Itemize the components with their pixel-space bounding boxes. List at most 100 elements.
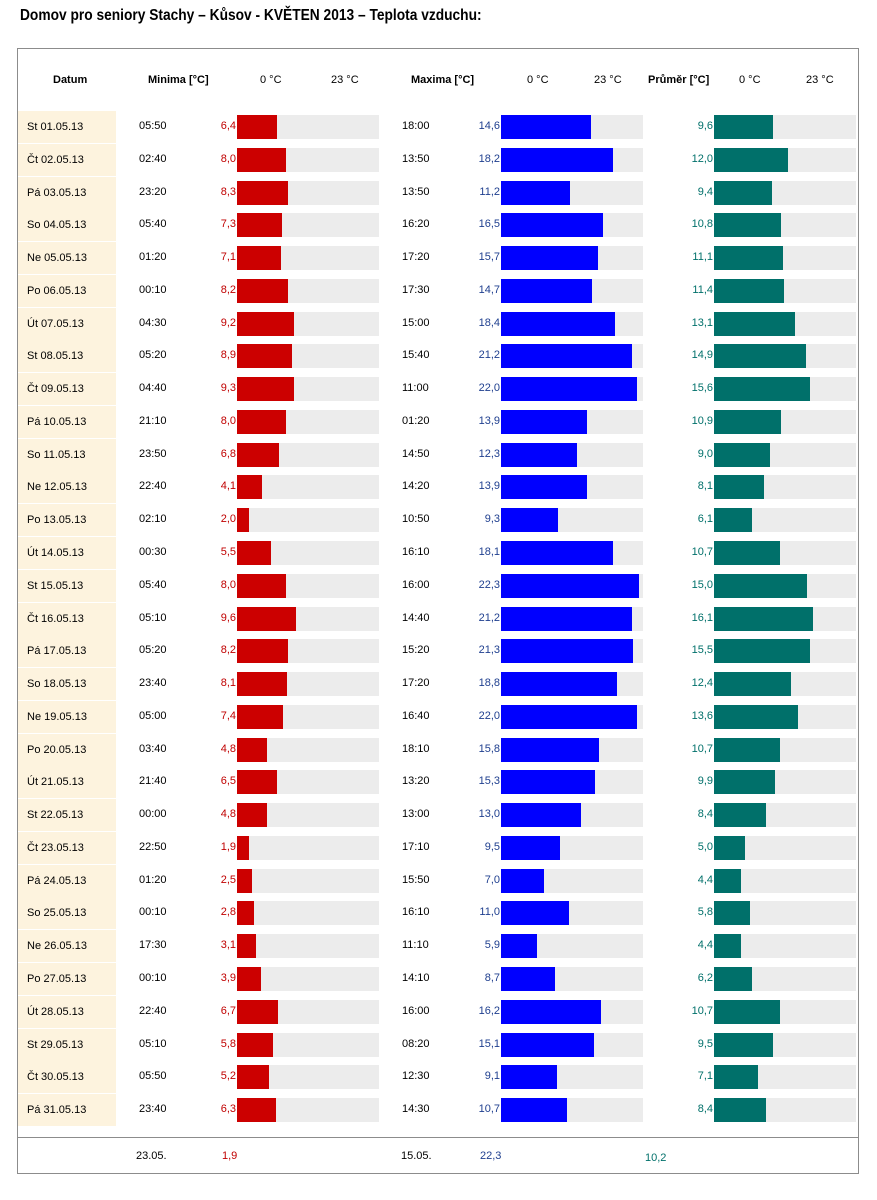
chart-frame	[17, 48, 859, 1174]
min-time: 23:40	[139, 677, 167, 689]
avg-value-label: 15,5	[691, 644, 713, 656]
avg-value-label: 9,4	[697, 186, 713, 198]
max-value-label: 15,3	[478, 775, 500, 787]
avg-value-label: 14,9	[691, 349, 713, 361]
min-value-label: 9,3	[220, 382, 236, 394]
min-bar-track	[237, 869, 379, 893]
max-time: 08:20	[402, 1038, 430, 1050]
date-cell: Čt 23.05.13	[18, 832, 116, 864]
min-time: 05:20	[139, 349, 167, 361]
max-value-label: 13,9	[478, 480, 500, 492]
max-time: 12:30	[402, 1070, 430, 1082]
max-value-label: 7,0	[484, 874, 500, 886]
date-cell: Ne 05.05.13	[18, 242, 116, 274]
min-time: 00:10	[139, 906, 167, 918]
max-value-label: 8,7	[484, 972, 500, 984]
min-bar	[237, 1033, 273, 1057]
max-bar	[501, 508, 558, 532]
date-cell: Ne 26.05.13	[18, 930, 116, 962]
min-bar	[237, 279, 288, 303]
min-time: 00:10	[139, 972, 167, 984]
min-value-label: 4,1	[220, 480, 236, 492]
min-bar-track	[237, 836, 379, 860]
min-bar	[237, 1000, 278, 1024]
min-value-label: 8,9	[220, 349, 236, 361]
min-value-label: 3,9	[220, 972, 236, 984]
max-value-label: 9,5	[484, 841, 500, 853]
avg-bar	[714, 1098, 766, 1122]
min-time: 05:50	[139, 1070, 167, 1082]
avg-value-label: 15,0	[691, 579, 713, 591]
max-tick-max: 23 °C	[594, 74, 622, 86]
avg-value-label: 9,0	[697, 448, 713, 460]
max-bar	[501, 213, 603, 237]
min-bar	[237, 934, 256, 958]
date-cell: Po 13.05.13	[18, 504, 116, 536]
min-value-label: 8,2	[220, 284, 236, 296]
max-bar	[501, 574, 639, 598]
max-bar	[501, 1098, 567, 1122]
min-time: 05:40	[139, 579, 167, 591]
max-value-label: 18,1	[478, 546, 500, 558]
avg-value-label: 7,1	[697, 1070, 713, 1082]
min-bar	[237, 705, 283, 729]
max-value-label: 21,3	[478, 644, 500, 656]
max-time: 17:30	[402, 284, 430, 296]
max-value-label: 9,3	[484, 513, 500, 525]
max-time: 14:10	[402, 972, 430, 984]
min-value-label: 5,5	[220, 546, 236, 558]
avg-value-label: 11,4	[692, 284, 713, 296]
max-value-label: 18,8	[478, 677, 500, 689]
min-bar-track	[237, 901, 379, 925]
min-time: 05:10	[139, 612, 167, 624]
max-value-label: 15,8	[478, 743, 500, 755]
summary-avg-value: 10,2	[645, 1152, 667, 1164]
max-value-label: 5,9	[484, 939, 500, 951]
max-bar	[501, 475, 587, 499]
max-time: 18:10	[402, 743, 430, 755]
max-time: 16:10	[402, 906, 430, 918]
max-time: 13:20	[402, 775, 430, 787]
min-bar	[237, 803, 267, 827]
max-value-label: 16,2	[478, 1005, 500, 1017]
max-value-label: 18,4	[478, 317, 500, 329]
avg-bar	[714, 148, 788, 172]
date-cell: Út 21.05.13	[18, 766, 116, 798]
min-bar	[237, 672, 287, 696]
date-cell: St 29.05.13	[18, 1029, 116, 1061]
max-bar	[501, 967, 555, 991]
date-cell: Po 06.05.13	[18, 275, 116, 307]
avg-bar	[714, 1065, 758, 1089]
min-bar	[237, 475, 262, 499]
min-bar	[237, 181, 288, 205]
min-bar-track	[237, 508, 379, 532]
avg-bar	[714, 475, 764, 499]
max-time: 16:20	[402, 218, 430, 230]
avg-bar	[714, 246, 783, 270]
min-time: 00:30	[139, 546, 167, 558]
avg-bar	[714, 934, 741, 958]
max-bar	[501, 770, 595, 794]
avg-bar	[714, 607, 813, 631]
avg-bar	[714, 705, 798, 729]
min-time: 05:10	[139, 1038, 167, 1050]
max-time: 10:50	[402, 513, 430, 525]
avg-bar	[714, 181, 772, 205]
min-time: 22:40	[139, 1005, 167, 1017]
max-bar	[501, 344, 632, 368]
date-cell: Pá 10.05.13	[18, 406, 116, 438]
max-time: 15:00	[402, 317, 430, 329]
avg-bar	[714, 312, 795, 336]
avg-bar	[714, 803, 766, 827]
min-bar	[237, 541, 271, 565]
min-time: 21:40	[139, 775, 167, 787]
max-bar	[501, 1065, 557, 1089]
max-bar	[501, 738, 599, 762]
max-time: 17:10	[402, 841, 430, 853]
avg-value-label: 11,1	[692, 251, 713, 263]
max-time: 16:10	[402, 546, 430, 558]
date-cell: Pá 17.05.13	[18, 635, 116, 667]
min-value-label: 9,6	[220, 612, 236, 624]
min-value-label: 6,3	[220, 1103, 236, 1115]
min-value-label: 8,2	[220, 644, 236, 656]
